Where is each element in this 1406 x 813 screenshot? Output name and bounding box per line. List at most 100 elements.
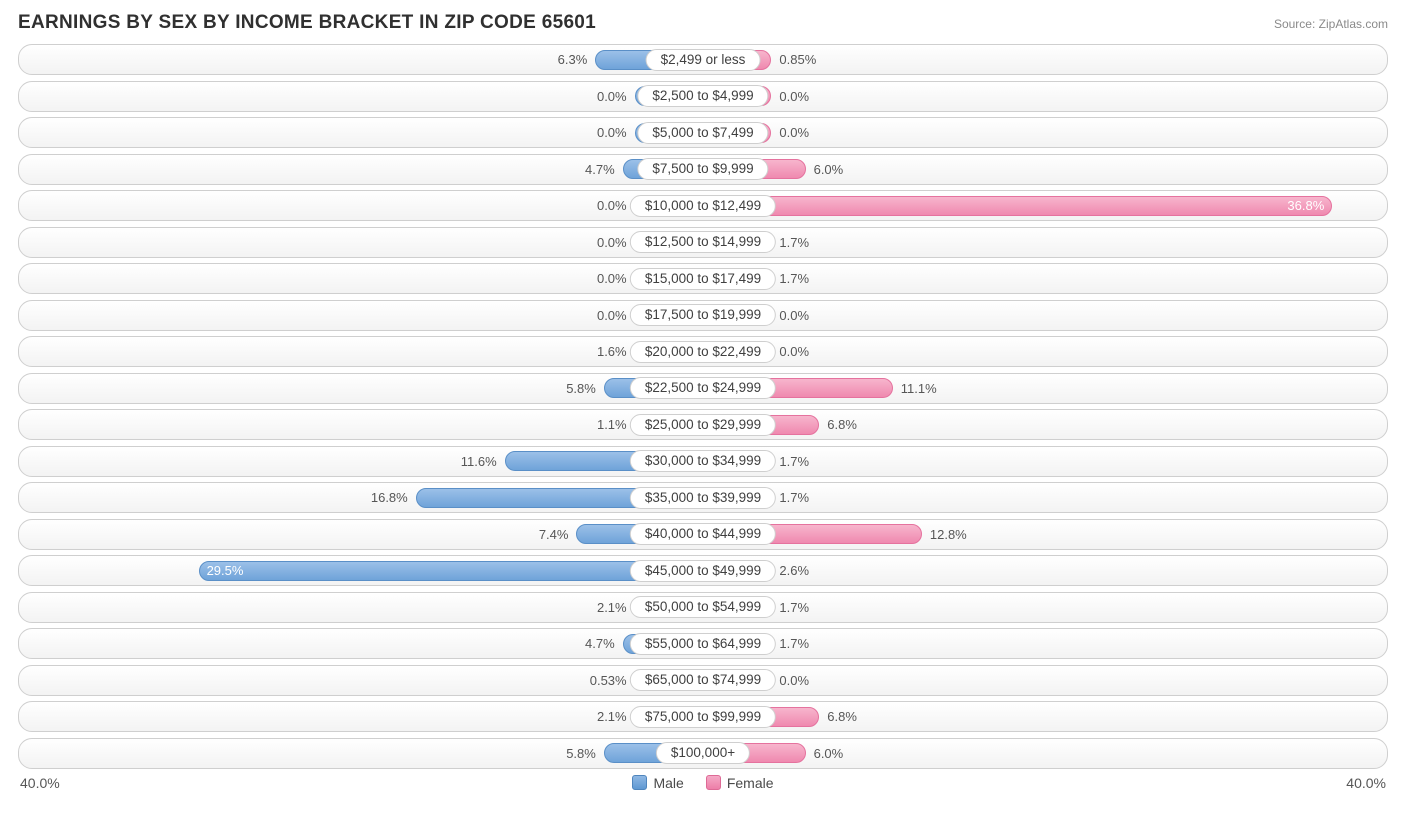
male-value: 1.6% bbox=[597, 344, 627, 359]
chart-row: 0.0% 0.0% $5,000 to $7,499 bbox=[18, 117, 1388, 148]
chart-row: 4.7% 1.7%$55,000 to $64,999 bbox=[18, 628, 1388, 659]
chart-row: 5.8% 6.0%$100,000+ bbox=[18, 738, 1388, 769]
female-half: 36.8% bbox=[703, 191, 1387, 220]
female-half: 0.0% bbox=[703, 118, 1387, 147]
chart-row: 0.0% 0.0%$17,500 to $19,999 bbox=[18, 300, 1388, 331]
male-bar bbox=[199, 561, 703, 581]
male-half: 1.6% bbox=[19, 337, 703, 366]
category-label: $7,500 to $9,999 bbox=[637, 158, 768, 180]
female-half: 6.0% bbox=[703, 155, 1387, 184]
male-half: 2.1% bbox=[19, 702, 703, 731]
female-half: 0.0% bbox=[703, 666, 1387, 695]
male-value: 0.0% bbox=[597, 89, 627, 104]
male-half: 0.0% bbox=[19, 82, 703, 111]
chart-row: 7.4% 12.8%$40,000 to $44,999 bbox=[18, 519, 1388, 550]
chart-row: 5.8% 11.1% $22,500 to $24,999 bbox=[18, 373, 1388, 404]
male-value: 1.1% bbox=[597, 417, 627, 432]
category-label: $35,000 to $39,999 bbox=[630, 487, 776, 509]
female-half: 6.0% bbox=[703, 739, 1387, 768]
male-value: 4.7% bbox=[585, 636, 615, 651]
female-value: 6.0% bbox=[814, 162, 844, 177]
female-bar bbox=[703, 196, 1332, 216]
female-half: 1.7% bbox=[703, 593, 1387, 622]
female-half: 12.8% bbox=[703, 520, 1387, 549]
male-half: 2.1% bbox=[19, 593, 703, 622]
category-label: $30,000 to $34,999 bbox=[630, 450, 776, 472]
female-value: 1.7% bbox=[779, 600, 809, 615]
female-value: 0.0% bbox=[779, 89, 809, 104]
male-half: 5.8% bbox=[19, 739, 703, 768]
male-value: 7.4% bbox=[539, 527, 569, 542]
male-half: 0.0% bbox=[19, 118, 703, 147]
female-half: 1.7% bbox=[703, 629, 1387, 658]
chart-header: EARNINGS BY SEX BY INCOME BRACKET IN ZIP… bbox=[18, 12, 1388, 34]
male-value: 0.0% bbox=[597, 308, 627, 323]
male-half: 11.6% bbox=[19, 447, 703, 476]
legend-female-label: Female bbox=[727, 775, 774, 791]
female-swatch bbox=[706, 775, 721, 790]
female-value: 0.0% bbox=[779, 673, 809, 688]
female-half: 0.0% bbox=[703, 301, 1387, 330]
male-half: 6.3% bbox=[19, 45, 703, 74]
legend-male: Male bbox=[632, 775, 683, 791]
male-value: 0.0% bbox=[597, 198, 627, 213]
chart-title: EARNINGS BY SEX BY INCOME BRACKET IN ZIP… bbox=[18, 12, 596, 34]
male-value: 29.5% bbox=[207, 563, 244, 578]
male-value: 2.1% bbox=[597, 709, 627, 724]
female-half: 6.8% bbox=[703, 702, 1387, 731]
male-value: 6.3% bbox=[558, 52, 588, 67]
legend: Male Female bbox=[632, 775, 773, 791]
female-half: 1.7% bbox=[703, 447, 1387, 476]
category-label: $100,000+ bbox=[656, 742, 750, 764]
male-half: 0.0% bbox=[19, 301, 703, 330]
female-value: 1.7% bbox=[779, 490, 809, 505]
category-label: $25,000 to $29,999 bbox=[630, 414, 776, 436]
male-half: 16.8% bbox=[19, 483, 703, 512]
female-value: 2.6% bbox=[779, 563, 809, 578]
male-value: 5.8% bbox=[566, 746, 596, 761]
chart-row: 1.1% 6.8% $25,000 to $29,999 bbox=[18, 409, 1388, 440]
category-label: $5,000 to $7,499 bbox=[637, 122, 768, 144]
female-half: 6.8% bbox=[703, 410, 1387, 439]
female-half: 1.7% bbox=[703, 483, 1387, 512]
female-value: 0.0% bbox=[779, 344, 809, 359]
female-half: 0.0% bbox=[703, 337, 1387, 366]
male-half: 1.1% bbox=[19, 410, 703, 439]
female-value: 1.7% bbox=[779, 235, 809, 250]
chart-row: 0.0%0.0%$2,500 to $4,999 bbox=[18, 81, 1388, 112]
category-label: $65,000 to $74,999 bbox=[630, 669, 776, 691]
chart-row: 2.1%1.7%$50,000 to $54,999 bbox=[18, 592, 1388, 623]
male-value: 0.0% bbox=[597, 235, 627, 250]
category-label: $10,000 to $12,499 bbox=[630, 195, 776, 217]
female-half: 1.7% bbox=[703, 264, 1387, 293]
male-half: 0.0% bbox=[19, 228, 703, 257]
category-label: $12,500 to $14,999 bbox=[630, 231, 776, 253]
female-half: 0.85% bbox=[703, 45, 1387, 74]
male-value: 0.53% bbox=[590, 673, 627, 688]
female-value: 0.85% bbox=[779, 52, 816, 67]
category-label: $17,500 to $19,999 bbox=[630, 304, 776, 326]
female-value: 6.8% bbox=[827, 417, 857, 432]
female-value: 1.7% bbox=[779, 636, 809, 651]
male-half: 29.5% bbox=[19, 556, 703, 585]
category-label: $40,000 to $44,999 bbox=[630, 523, 776, 545]
female-value: 36.8% bbox=[1287, 198, 1324, 213]
chart-row: 0.53% 0.0%$65,000 to $74,999 bbox=[18, 665, 1388, 696]
female-value: 11.1% bbox=[901, 381, 937, 396]
chart-row: 4.7%6.0%$7,500 to $9,999 bbox=[18, 154, 1388, 185]
chart-row: 2.1%6.8%$75,000 to $99,999 bbox=[18, 701, 1388, 732]
male-half: 5.8% bbox=[19, 374, 703, 403]
male-value: 11.6% bbox=[461, 454, 497, 469]
category-label: $55,000 to $64,999 bbox=[630, 633, 776, 655]
axis-right-max: 40.0% bbox=[1346, 775, 1386, 791]
female-value: 0.0% bbox=[779, 125, 809, 140]
category-label: $22,500 to $24,999 bbox=[630, 377, 776, 399]
chart-row: 0.0%1.7%$15,000 to $17,499 bbox=[18, 263, 1388, 294]
category-label: $15,000 to $17,499 bbox=[630, 268, 776, 290]
axis-left-max: 40.0% bbox=[20, 775, 60, 791]
male-value: 5.8% bbox=[566, 381, 596, 396]
female-half: 1.7% bbox=[703, 228, 1387, 257]
female-value: 0.0% bbox=[779, 308, 809, 323]
male-half: 0.53% bbox=[19, 666, 703, 695]
male-value: 0.0% bbox=[597, 125, 627, 140]
